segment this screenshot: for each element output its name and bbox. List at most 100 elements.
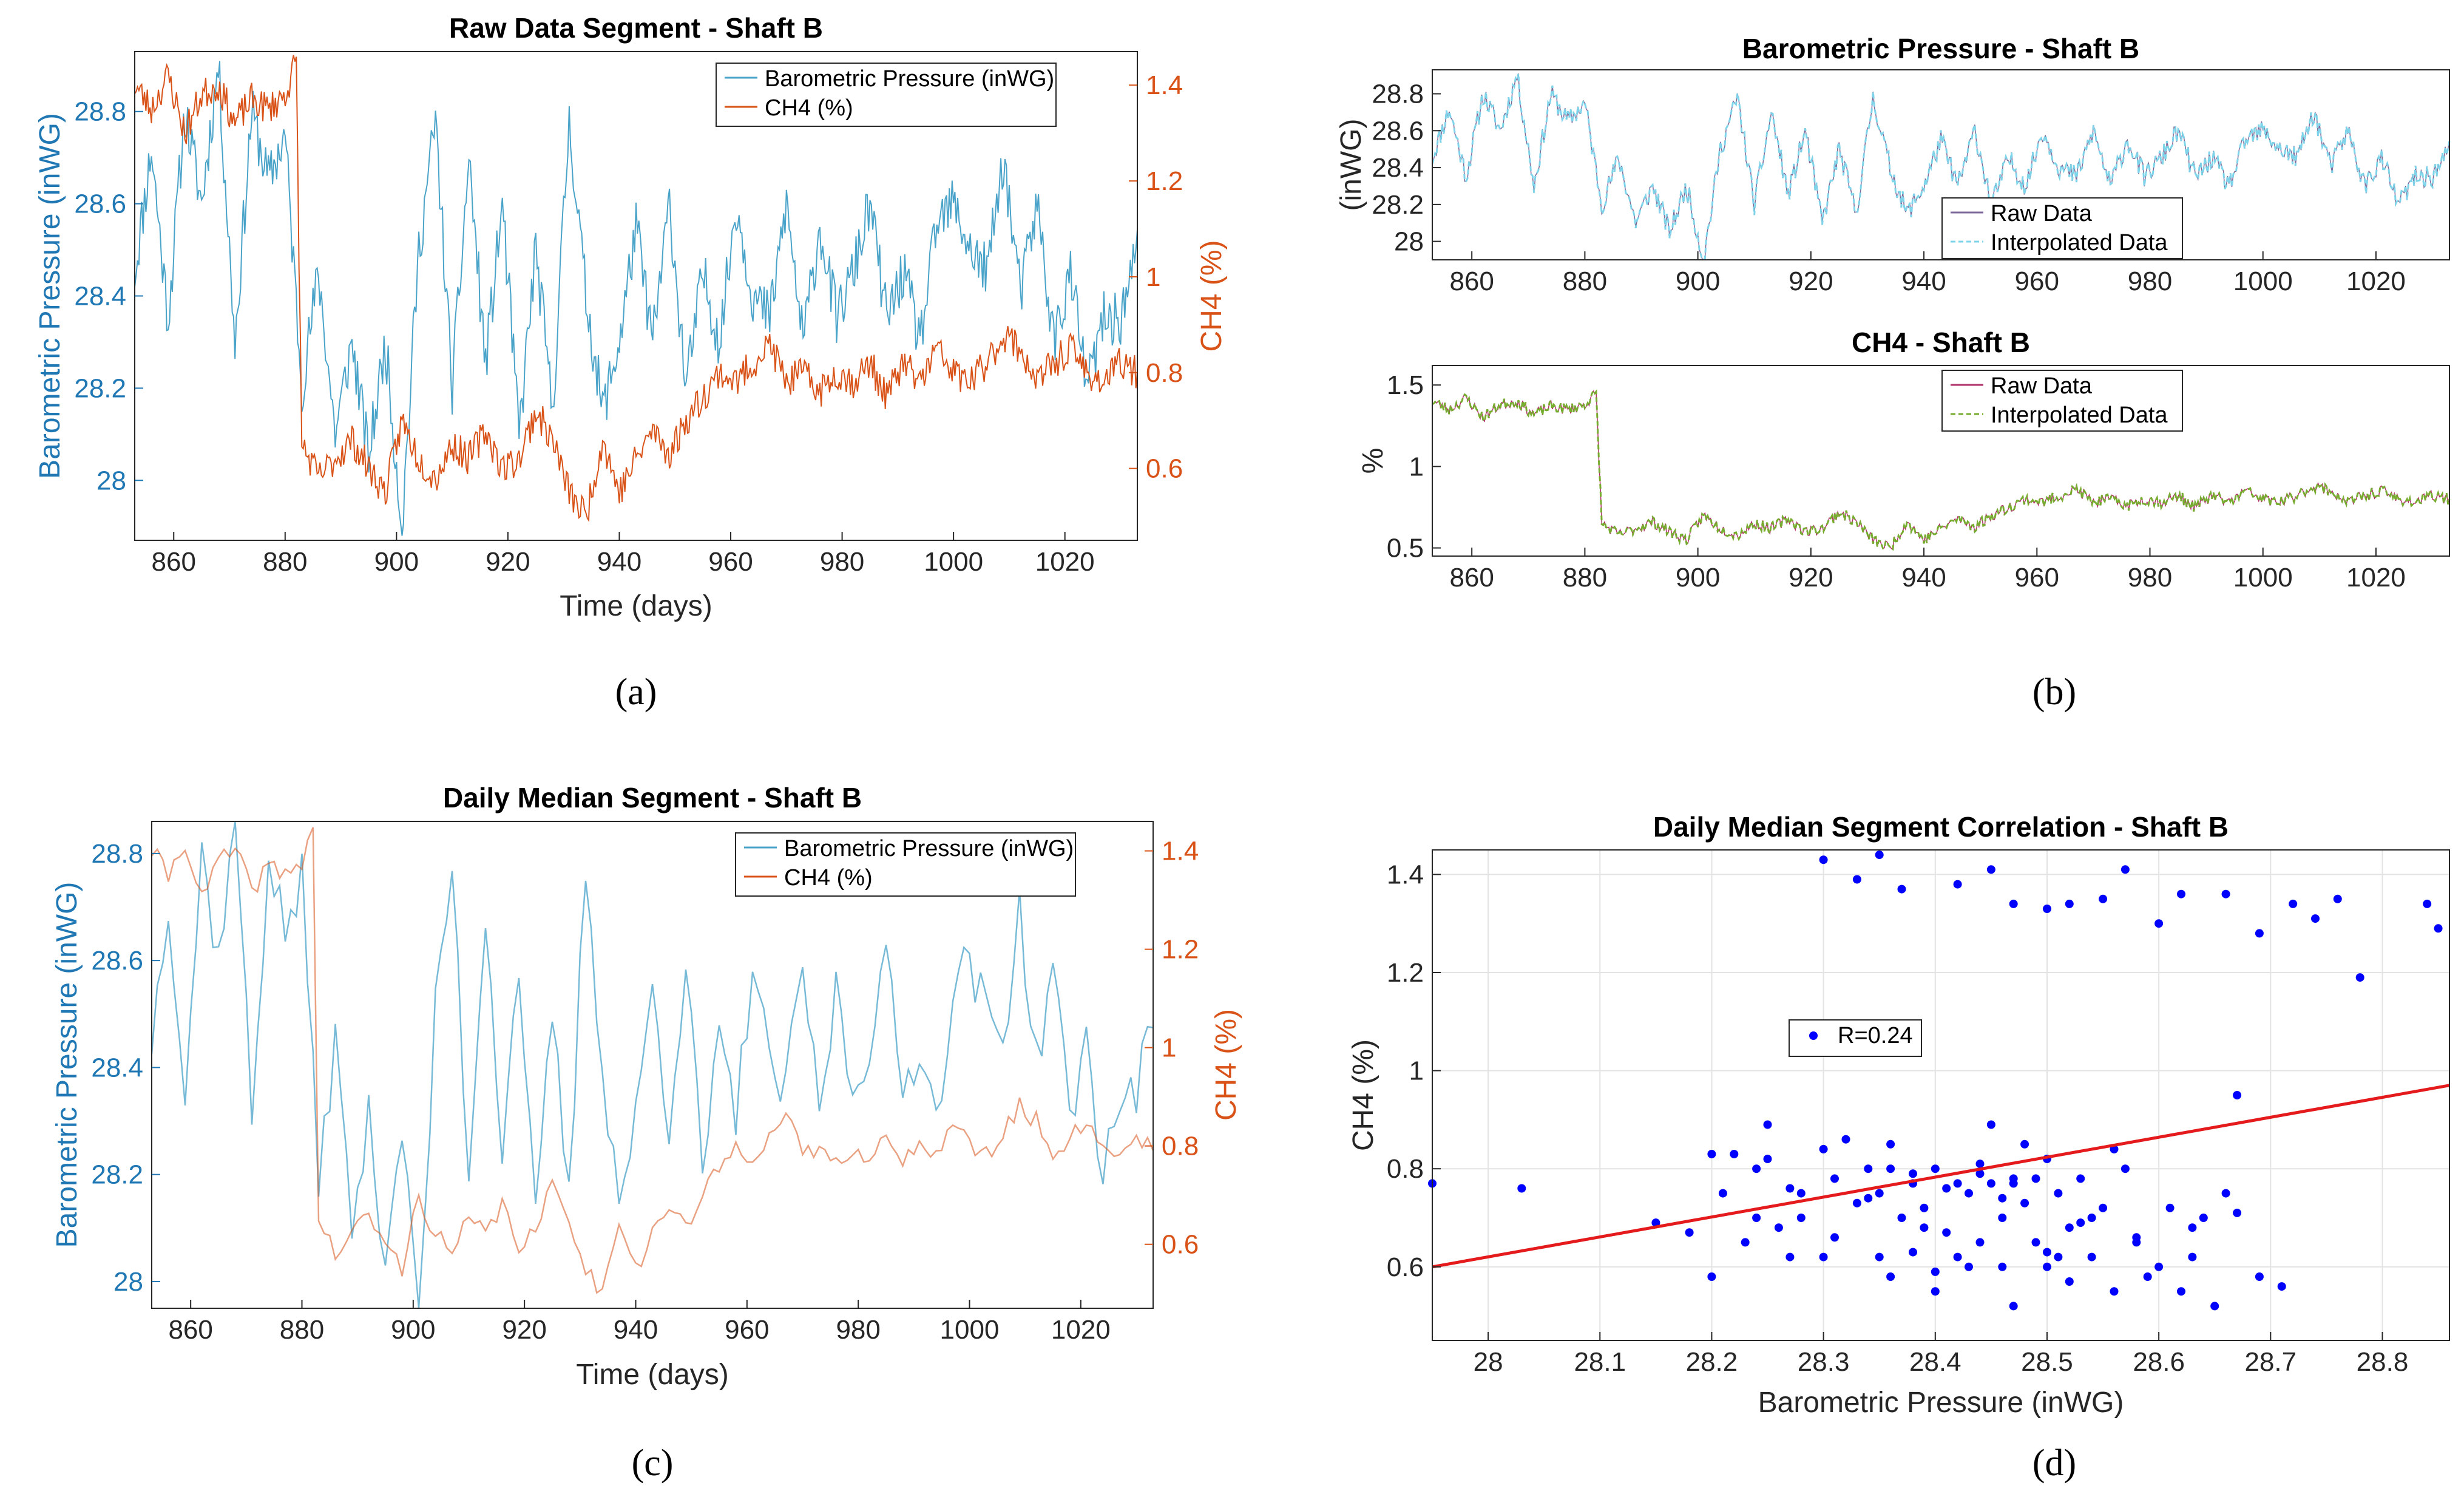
- d-scatter-point: [1796, 1189, 1806, 1198]
- d-scatter-point: [2099, 1203, 2108, 1212]
- d-scatter-point: [2120, 865, 2130, 874]
- b-pressure-interpolated-series: [1431, 73, 2451, 261]
- b-pressure-ytick-label: 28.2: [1372, 190, 1424, 220]
- a-right-ytick-label: 1.4: [1146, 70, 1183, 100]
- d-xtick-label: 28.7: [2244, 1347, 2296, 1377]
- a-left-ytick-label: 28.8: [74, 97, 126, 127]
- c-legend-label: Barometric Pressure (inWG): [784, 836, 1074, 861]
- b-ch4-raw-series: [1432, 390, 2450, 550]
- d-scatter-point: [2255, 929, 2264, 938]
- d-scatter-point: [2120, 1164, 2130, 1173]
- c-axes-box: [151, 821, 1154, 1309]
- c-xtick-label: 1000: [940, 1315, 1000, 1345]
- d-scatter-point: [1886, 1139, 1895, 1149]
- d-scatter-point: [2188, 1252, 2197, 1262]
- c-title: Daily Median Segment - Shaft B: [443, 782, 862, 813]
- d-scatter-point: [2221, 889, 2230, 898]
- b-pressure-xtick-label: 860: [1449, 267, 1494, 296]
- a-xtick-label: 1000: [924, 547, 983, 577]
- d-scatter-point: [1707, 1272, 1716, 1281]
- d-scatter-point: [1864, 1194, 1873, 1203]
- a-ch4-series: [134, 55, 1138, 523]
- b-pressure-xtick-label: 960: [2015, 267, 2059, 296]
- d-scatter-point: [2031, 1174, 2040, 1183]
- a-legend-label: Barometric Pressure (inWG): [765, 66, 1054, 92]
- d-xtick-label: 28: [1474, 1347, 1503, 1377]
- b-ch4-xtick-label: 1020: [2346, 563, 2406, 593]
- d-scatter-point: [1986, 1120, 1995, 1129]
- c-xtick-label: 960: [725, 1315, 769, 1345]
- c-left-ytick-label: 28.6: [91, 946, 143, 976]
- d-scatter-point: [1931, 1164, 1940, 1173]
- c-legend-label: CH4 (%): [784, 865, 873, 891]
- c-left-ytick-label: 28.8: [91, 839, 143, 869]
- c-right-ytick-label: 0.6: [1162, 1230, 1199, 1260]
- b-pressure-ytick-label: 28: [1394, 227, 1424, 257]
- a-left-ytick-label: 28.2: [74, 373, 126, 403]
- panel-a: 860 880 900 920 940 960 980 1000 1020 28 28.2 28.4 2…: [34, 12, 1228, 713]
- b-ch4-xtick-label: 940: [1901, 563, 1946, 593]
- b-pressure-title: Barometric Pressure - Shaft B: [1742, 33, 2139, 64]
- d-legend-marker: [1809, 1031, 1818, 1040]
- a-legend-label: CH4 (%): [765, 95, 853, 121]
- d-scatter-point: [1886, 1272, 1895, 1281]
- c-xtick-label: 940: [614, 1315, 658, 1345]
- a-xtick-label: 940: [597, 547, 641, 577]
- b-pressure-axes-box: [1432, 69, 2450, 260]
- d-legend-label: R=0.24: [1838, 1023, 1913, 1048]
- c-left-ytick-label: 28: [113, 1267, 143, 1297]
- b-ch4-axes-box: [1432, 365, 2450, 557]
- b-ch4-xtick-label: 900: [1676, 563, 1720, 593]
- d-scatter-point: [2289, 899, 2298, 908]
- d-scatter-point: [2009, 899, 2018, 908]
- d-scatter-point: [1965, 1189, 1973, 1198]
- d-xtick-label: 28.3: [1798, 1347, 1850, 1377]
- b-ch4-xtick-label: 980: [2128, 563, 2172, 593]
- d-scatter-point: [2076, 1218, 2085, 1228]
- c-xtick-label: 1020: [1051, 1315, 1111, 1345]
- d-scatter-point: [2311, 914, 2320, 923]
- d-scatter-point: [1975, 1238, 1985, 1247]
- a-xtick-label: 960: [708, 547, 753, 577]
- b-ch4-xtick-label: 860: [1449, 563, 1494, 593]
- d-scatter-point: [2165, 1203, 2175, 1212]
- d-scatter-point: [1785, 1252, 1795, 1262]
- d-scatter-point: [1774, 1223, 1783, 1232]
- c-xtick-label: 860: [168, 1315, 212, 1345]
- b-pressure-legend-box: [1941, 197, 2183, 259]
- c-xtick-label: 980: [836, 1315, 880, 1345]
- d-scatter-point: [2054, 1252, 2063, 1262]
- d-scatter-point: [1707, 1150, 1716, 1158]
- d-scatter-point: [1986, 865, 1995, 874]
- d-scatter-point: [2087, 1252, 2096, 1262]
- b-pressure-xtick-label: 920: [1789, 267, 1833, 296]
- a-xtick-label: 920: [486, 547, 530, 577]
- c-xtick-label: 900: [391, 1315, 435, 1345]
- d-scatter-point: [2199, 1214, 2208, 1222]
- d-ylabel: CH4 (%): [1347, 1039, 1379, 1151]
- d-scatter-point: [1819, 855, 1828, 864]
- a-ylabel-left: Barometric Pressure (inWG): [34, 113, 66, 479]
- d-scatter-point: [2043, 1248, 2051, 1257]
- a-left-ytick-label: 28: [96, 466, 126, 495]
- d-ytick-label: 1.2: [1387, 958, 1424, 988]
- panel-d: 28 28.1 28.2 28.3 28.4 28.5 28.6 28.7 28.8 0.6 0.8…: [1347, 811, 2450, 1484]
- d-scatter-point: [1763, 1155, 1772, 1163]
- c-xtick-label: 880: [280, 1315, 324, 1345]
- d-scatter-point: [1763, 1120, 1772, 1129]
- d-scatter-point: [2087, 1214, 2096, 1222]
- panel-c: 860 880 900 920 940 960 980 1000 1020 28 28.2 28.4 2…: [51, 782, 1242, 1484]
- a-xtick-label: 1020: [1035, 547, 1095, 577]
- a-right-ytick-label: 0.6: [1146, 454, 1183, 484]
- d-scatter-point: [2233, 1091, 2242, 1099]
- d-scatter-point: [1819, 1252, 1828, 1262]
- d-scatter-point: [2233, 1208, 2242, 1217]
- b-ch4-xtick-label: 920: [1789, 563, 1833, 593]
- caption-b: (b): [2032, 671, 2076, 713]
- d-scatter-point: [2277, 1282, 2286, 1291]
- d-scatter-point: [2065, 1223, 2074, 1232]
- c-left-ytick-label: 28.2: [91, 1160, 143, 1190]
- d-scatter-point: [1931, 1267, 1940, 1276]
- d-scatter-point: [1942, 1228, 1951, 1237]
